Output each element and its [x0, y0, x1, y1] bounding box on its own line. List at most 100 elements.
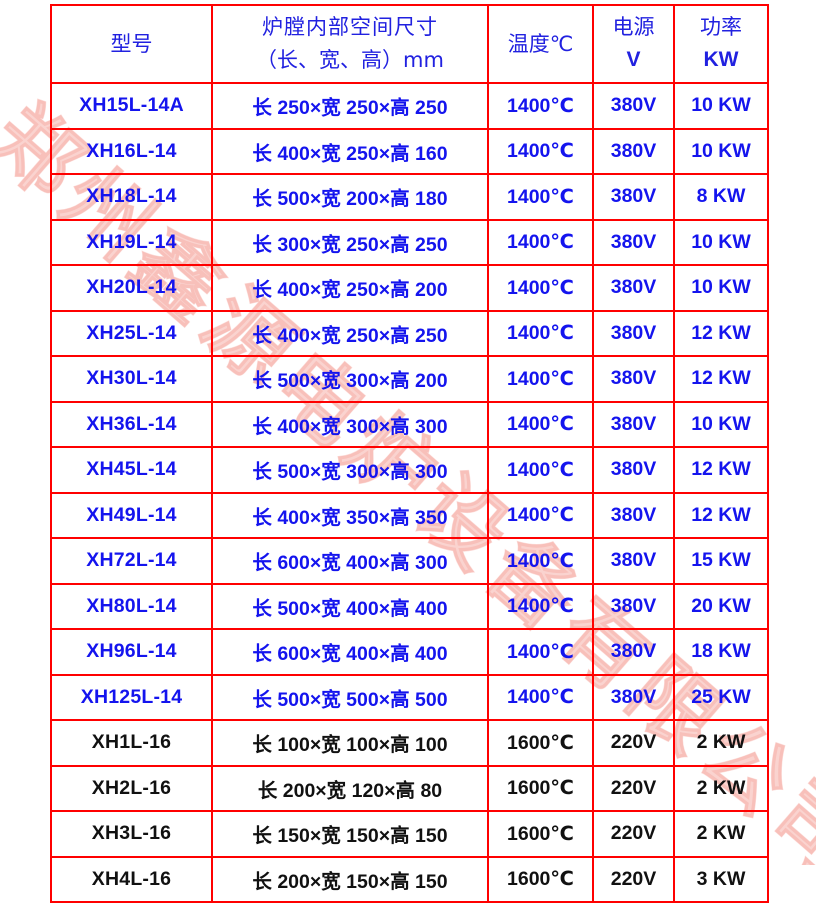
cell-power: 2 KW	[673, 719, 769, 767]
cell-power: 2 KW	[673, 764, 769, 812]
table-row: XH96L-14 长 600×宽 400×高 400 1400℃ 380V 18 KW	[50, 628, 769, 676]
column-header-chamber-dimensions: 炉膛内部空间尺寸 （长、宽、高）mm	[211, 4, 489, 84]
cell-voltage: 380V	[592, 309, 675, 357]
cell-power: 10 KW	[673, 400, 769, 448]
cell-model: XH25L-14	[50, 309, 213, 357]
cell-model: XH36L-14	[50, 400, 213, 448]
cell-temperature: 1600℃	[487, 855, 594, 903]
cell-voltage: 380V	[592, 673, 675, 721]
cell-power: 25 KW	[673, 673, 769, 721]
cell-voltage: 380V	[592, 355, 675, 403]
table-row: XH18L-14 长 500×宽 200×高 180 1400℃ 380V 8 KW	[50, 173, 769, 221]
cell-voltage: 380V	[592, 537, 675, 585]
cell-temperature: 1600℃	[487, 764, 594, 812]
table-row: XH19L-14 长 300×宽 250×高 250 1400℃ 380V 10 KW	[50, 218, 769, 266]
cell-voltage: 380V	[592, 264, 675, 312]
cell-chamber-dimensions: 长 400×宽 300×高 300	[211, 400, 489, 448]
cell-model: XH1L-16	[50, 719, 213, 767]
cell-voltage: 380V	[592, 400, 675, 448]
cell-temperature: 1400℃	[487, 582, 594, 630]
table-row: XH125L-14 长 500×宽 500×高 500 1400℃ 380V 25 KW	[50, 673, 769, 721]
cell-chamber-dimensions: 长 500×宽 500×高 500	[211, 673, 489, 721]
cell-temperature: 1400℃	[487, 82, 594, 130]
cell-model: XH15L-14A	[50, 82, 213, 130]
cell-temperature: 1400℃	[487, 218, 594, 266]
table-row: XH72L-14 长 600×宽 400×高 300 1400℃ 380V 15 KW	[50, 537, 769, 585]
cell-voltage: 380V	[592, 82, 675, 130]
cell-model: XH80L-14	[50, 582, 213, 630]
cell-power: 10 KW	[673, 82, 769, 130]
cell-voltage: 380V	[592, 173, 675, 221]
cell-model: XH16L-14	[50, 127, 213, 175]
header-row: 型号 炉膛内部空间尺寸 （长、宽、高）mm 温度℃ 电源 V 功率 KW	[50, 4, 769, 84]
cell-voltage: 380V	[592, 582, 675, 630]
table-row: XH1L-16 长 100×宽 100×高 100 1600℃ 220V 2 KW	[50, 719, 769, 767]
cell-voltage: 380V	[592, 127, 675, 175]
cell-temperature: 1400℃	[487, 355, 594, 403]
table-row: XH30L-14 长 500×宽 300×高 200 1400℃ 380V 12 KW	[50, 355, 769, 403]
column-header-chamber-dimensions-line1: 炉膛内部空间尺寸	[262, 15, 438, 40]
cell-chamber-dimensions: 长 500×宽 200×高 180	[211, 173, 489, 221]
cell-model: XH49L-14	[50, 491, 213, 539]
cell-power: 10 KW	[673, 264, 769, 312]
column-header-power-supply: 电源 V	[592, 4, 675, 84]
cell-model: XH72L-14	[50, 537, 213, 585]
column-header-temperature: 温度℃	[487, 4, 594, 84]
cell-model: XH4L-16	[50, 855, 213, 903]
cell-temperature: 1400℃	[487, 264, 594, 312]
column-header-power-supply-line1: 电源	[612, 15, 655, 40]
cell-power: 20 KW	[673, 582, 769, 630]
table-row: XH16L-14 长 400×宽 250×高 160 1400℃ 380V 10 KW	[50, 127, 769, 175]
cell-chamber-dimensions: 长 600×宽 400×高 300	[211, 537, 489, 585]
cell-power: 10 KW	[673, 218, 769, 266]
cell-chamber-dimensions: 长 400×宽 250×高 250	[211, 309, 489, 357]
cell-model: XH125L-14	[50, 673, 213, 721]
cell-voltage: 220V	[592, 719, 675, 767]
cell-chamber-dimensions: 长 150×宽 150×高 150	[211, 810, 489, 858]
cell-model: XH3L-16	[50, 810, 213, 858]
cell-model: XH18L-14	[50, 173, 213, 221]
cell-model: XH19L-14	[50, 218, 213, 266]
cell-power: 3 KW	[673, 855, 769, 903]
table-row: XH4L-16 长 200×宽 150×高 150 1600℃ 220V 3 KW	[50, 855, 769, 903]
table-body: XH15L-14A 长 250×宽 250×高 250 1400℃ 380V 10 KW…	[50, 82, 769, 903]
cell-voltage: 380V	[592, 628, 675, 676]
cell-temperature: 1400℃	[487, 173, 594, 221]
cell-power: 12 KW	[673, 446, 769, 494]
cell-temperature: 1400℃	[487, 491, 594, 539]
column-header-temperature-line1: 温度℃	[507, 31, 574, 56]
column-header-power-supply-line2: V	[626, 48, 641, 71]
cell-temperature: 1600℃	[487, 810, 594, 858]
cell-power: 2 KW	[673, 810, 769, 858]
cell-model: XH30L-14	[50, 355, 213, 403]
cell-power: 18 KW	[673, 628, 769, 676]
cell-chamber-dimensions: 长 300×宽 250×高 250	[211, 218, 489, 266]
table-row: XH2L-16 长 200×宽 120×高 80 1600℃ 220V 2 KW	[50, 764, 769, 812]
cell-temperature: 1400℃	[487, 400, 594, 448]
cell-power: 12 KW	[673, 491, 769, 539]
cell-power: 15 KW	[673, 537, 769, 585]
table-row: XH45L-14 长 500×宽 300×高 300 1400℃ 380V 12 KW	[50, 446, 769, 494]
column-header-power-rating: 功率 KW	[673, 4, 769, 84]
cell-power: 12 KW	[673, 309, 769, 357]
table-row: XH3L-16 长 150×宽 150×高 150 1600℃ 220V 2 KW	[50, 810, 769, 858]
table-header: 型号 炉膛内部空间尺寸 （长、宽、高）mm 温度℃ 电源 V 功率 KW	[50, 4, 769, 84]
cell-chamber-dimensions: 长 500×宽 300×高 300	[211, 446, 489, 494]
cell-voltage: 220V	[592, 855, 675, 903]
cell-chamber-dimensions: 长 100×宽 100×高 100	[211, 719, 489, 767]
column-header-chamber-dimensions-line2: （长、宽、高）mm	[256, 48, 444, 72]
cell-temperature: 1400℃	[487, 628, 594, 676]
cell-power: 8 KW	[673, 173, 769, 221]
table-row: XH25L-14 长 400×宽 250×高 250 1400℃ 380V 12 KW	[50, 309, 769, 357]
cell-temperature: 1400℃	[487, 309, 594, 357]
cell-chamber-dimensions: 长 400×宽 350×高 350	[211, 491, 489, 539]
cell-model: XH45L-14	[50, 446, 213, 494]
cell-voltage: 380V	[592, 218, 675, 266]
cell-power: 12 KW	[673, 355, 769, 403]
table-row: XH49L-14 长 400×宽 350×高 350 1400℃ 380V 12 KW	[50, 491, 769, 539]
cell-temperature: 1400℃	[487, 446, 594, 494]
cell-chamber-dimensions: 长 200×宽 150×高 150	[211, 855, 489, 903]
cell-chamber-dimensions: 长 600×宽 400×高 400	[211, 628, 489, 676]
table-row: XH80L-14 长 500×宽 400×高 400 1400℃ 380V 20 KW	[50, 582, 769, 630]
cell-temperature: 1400℃	[487, 537, 594, 585]
